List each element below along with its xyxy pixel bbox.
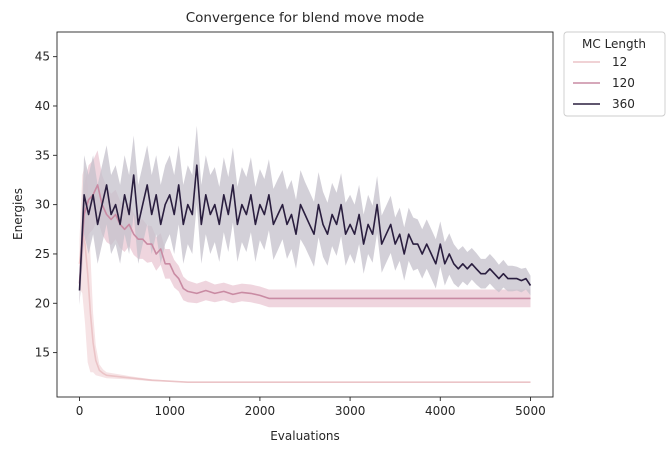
y-axis: 15 20 25 30 35 40 45 (35, 50, 57, 360)
y-tick-label: 35 (35, 148, 50, 162)
x-tick-label: 3000 (335, 404, 366, 418)
x-tick-label: 2000 (245, 404, 276, 418)
legend-label-120: 120 (612, 76, 635, 90)
legend-label-12: 12 (612, 55, 627, 69)
line-series-360 (78, 164, 532, 291)
x-axis-label: Evaluations (270, 429, 340, 443)
y-tick-label: 15 (35, 346, 50, 360)
legend-label-360: 360 (612, 97, 635, 111)
x-tick-label: 0 (76, 404, 84, 418)
line-series-120 (78, 184, 531, 300)
legend-title: MC Length (582, 37, 646, 51)
y-tick-label: 45 (35, 50, 50, 64)
x-tick-label: 4000 (425, 404, 456, 418)
x-axis: 0 1000 2000 3000 4000 5000 (76, 397, 546, 418)
y-axis-label: Energies (11, 188, 25, 240)
band-series-120 (79, 150, 531, 308)
series-lines (78, 164, 532, 384)
y-tick-label: 25 (35, 247, 50, 261)
y-tick-label: 40 (35, 99, 50, 113)
y-tick-label: 30 (35, 198, 50, 212)
legend: MC Length 12 120 360 (563, 31, 666, 117)
line-series-12 (78, 233, 531, 384)
confidence-bands (79, 125, 531, 383)
legend-frame (563, 31, 666, 117)
y-tick-label: 20 (35, 296, 50, 310)
plot-frame (56, 31, 554, 398)
x-tick-label: 5000 (515, 404, 546, 418)
chart-title: Convergence for blend move mode (186, 10, 424, 26)
x-tick-label: 1000 (154, 404, 185, 418)
